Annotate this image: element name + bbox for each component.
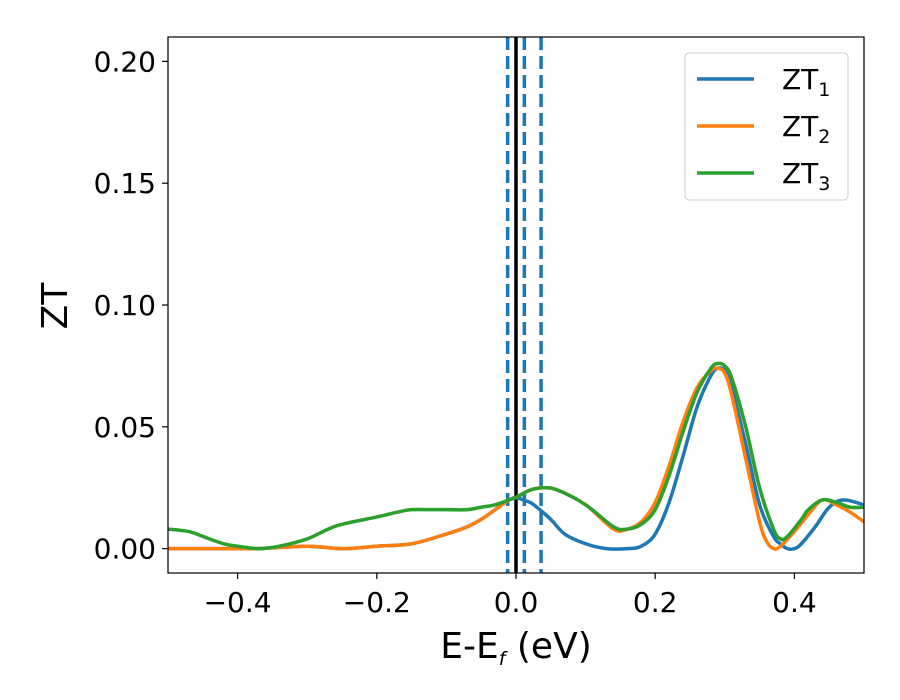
series-lines [168,361,864,551]
x-axis-title-unit: (eV) [505,626,591,667]
legend-label-1: ZT1 [782,63,830,101]
legend-entries: ZT1 ZT2 ZT3 [697,63,830,195]
x-tick-label: −0.2 [343,586,411,619]
reference-lines [505,37,543,573]
x-tick-label: 0.4 [772,586,817,619]
x-tick-label: 0.2 [633,586,678,619]
legend-label-3: ZT3 [782,157,830,195]
x-axis-title: E-Ef (eV) [440,626,592,670]
y-tick-label: 0.00 [94,533,156,566]
x-axis-title-main: E-E [440,626,498,667]
x-tick-label: 0.0 [494,586,539,619]
y-axis-title: ZT [35,282,76,330]
legend-box [684,52,849,201]
legend: ZT1 ZT2 ZT3 [684,52,849,201]
x-tick-label: −0.4 [204,586,272,619]
y-axis: 0.00 0.05 0.10 0.15 0.20 [94,45,168,566]
legend-label-2: ZT2 [782,110,830,148]
y-tick-label: 0.15 [94,167,156,200]
y-tick-label: 0.20 [94,45,156,78]
x-axis: −0.4 −0.2 0.0 0.2 0.4 [204,573,817,619]
x-axis-title-subscript: f [499,648,509,670]
series-line-3 [168,361,864,551]
y-tick-label: 0.10 [94,289,156,322]
y-tick-label: 0.05 [94,411,156,444]
